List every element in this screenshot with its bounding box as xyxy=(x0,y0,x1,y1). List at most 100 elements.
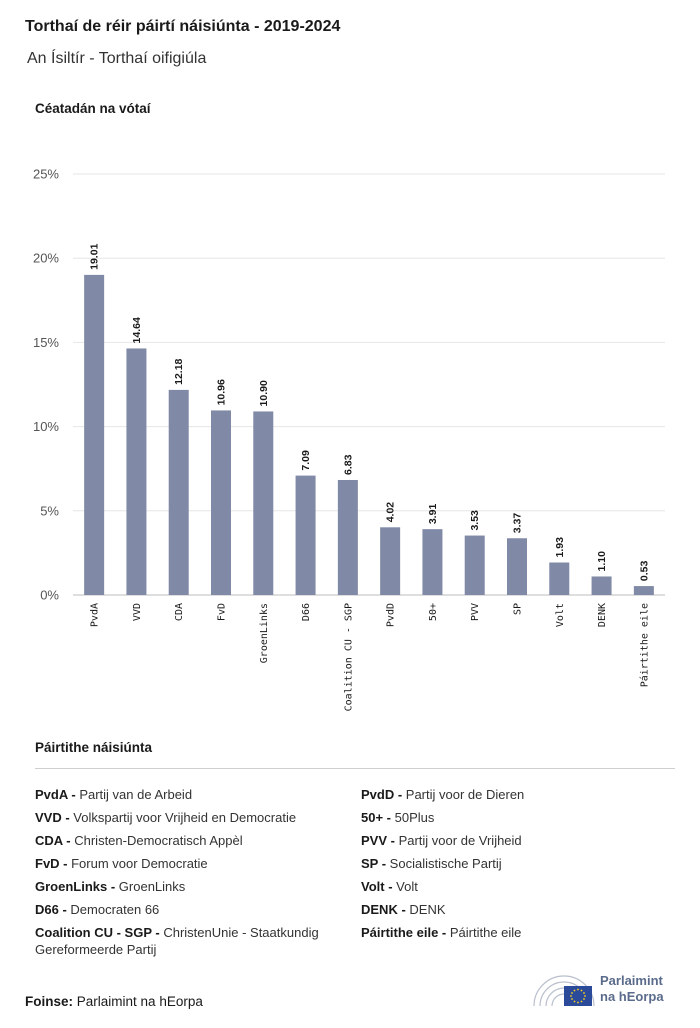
data-label: 3.37 xyxy=(512,513,524,534)
logo-line2: na hEorpa xyxy=(600,989,664,1004)
x-tick-label: SP xyxy=(513,603,524,615)
y-tick-label: 5% xyxy=(40,503,59,518)
data-label: 1.93 xyxy=(554,537,566,558)
legend-item: Volt - Volt xyxy=(361,878,681,895)
x-tick-label: FvD xyxy=(217,603,228,621)
data-label: 6.83 xyxy=(342,454,354,475)
hemicycle-icon xyxy=(533,975,595,1007)
bar xyxy=(422,529,443,595)
data-label: 10.96 xyxy=(216,379,228,405)
legend-abbr: Volt - xyxy=(361,879,393,894)
x-tick-label: D66 xyxy=(301,603,312,621)
legend-item: VVD - Volkspartij voor Vrijheid en Democ… xyxy=(35,809,355,826)
x-tick-label: Páirtithe eile xyxy=(638,603,650,687)
legend-abbr: DENK - xyxy=(361,902,406,917)
logo-text: Parlaimint na hEorpa xyxy=(600,973,664,1005)
legend-fullname: Partij van de Arbeid xyxy=(75,787,193,802)
legend-abbr: FvD - xyxy=(35,856,68,871)
legend-fullname: Christen-Democratisch Appèl xyxy=(70,833,243,848)
x-tick-label: PvdD xyxy=(386,603,397,627)
legend-fullname: ChristenUnie - Staatkundig Gereformeerde… xyxy=(35,925,319,957)
legend-item: CDA - Christen-Democratisch Appèl xyxy=(35,832,355,849)
legend-column-left: PvdA - Partij van de Arbeid VVD - Volkspa… xyxy=(35,786,355,964)
legend-fullname: Democraten 66 xyxy=(66,902,160,917)
data-label: 7.09 xyxy=(300,450,312,471)
x-tick-label: DENK xyxy=(597,603,608,627)
legend-abbr: Coalition CU - SGP - xyxy=(35,925,160,940)
legend-item: FvD - Forum voor Democratie xyxy=(35,855,355,872)
legend-divider xyxy=(35,768,675,769)
chart-subtitle: An Ísiltír - Torthaí oifigiúla xyxy=(27,50,207,67)
eu-flag-icon xyxy=(564,986,592,1006)
legend-item: PvdA - Partij van de Arbeid xyxy=(35,786,355,803)
legend-abbr: SP - xyxy=(361,856,387,871)
bar xyxy=(337,479,358,595)
legend-item: GroenLinks - GroenLinks xyxy=(35,878,355,895)
legend-abbr: GroenLinks - xyxy=(35,879,116,894)
data-label: 4.02 xyxy=(385,502,397,523)
source-label: Foinse: xyxy=(25,994,74,1009)
legend-item: PVV - Partij voor de Vrijheid xyxy=(361,832,681,849)
bar xyxy=(380,527,401,595)
data-label: 19.01 xyxy=(89,243,101,269)
source-text: Parlaimint na hEorpa xyxy=(76,994,203,1009)
x-tick-label: VVD xyxy=(132,603,143,621)
logo-line1: Parlaimint xyxy=(600,973,663,988)
y-tick-label: 15% xyxy=(33,335,59,350)
data-label: 1.10 xyxy=(596,551,608,572)
legend-item: SP - Socialistische Partij xyxy=(361,855,681,872)
bar xyxy=(295,475,316,595)
legend-item: Coalition CU - SGP - ChristenUnie - Staa… xyxy=(35,924,355,958)
legend-fullname: GroenLinks xyxy=(115,879,186,894)
legend-abbr: Páirtithe eile - xyxy=(361,925,447,940)
legend-column-right: PvdD - Partij voor de Dieren 50+ - 50Plus… xyxy=(361,786,681,947)
x-tick-label: Volt xyxy=(555,603,566,627)
legend-fullname: Socialistische Partij xyxy=(386,856,502,871)
x-tick-label: PvdA xyxy=(90,603,101,627)
bar xyxy=(211,410,231,595)
legend-fullname: 50Plus xyxy=(391,810,435,825)
legend-abbr: D66 - xyxy=(35,902,67,917)
data-label: 0.53 xyxy=(638,560,650,581)
legend-abbr: PvdA - xyxy=(35,787,76,802)
y-tick-label: 10% xyxy=(33,419,59,434)
data-label: 12.18 xyxy=(173,358,185,384)
legend-fullname: Páirtithe eile xyxy=(446,925,522,940)
data-label: 14.64 xyxy=(131,317,143,343)
legend-fullname: Volkspartij voor Vrijheid en Democratie xyxy=(69,810,297,825)
legend-fullname: Partij voor de Vrijheid xyxy=(394,833,522,848)
legend-item: D66 - Democraten 66 xyxy=(35,901,355,918)
source-note: Foinse: Parlaimint na hEorpa xyxy=(25,994,203,1009)
data-label: 10.90 xyxy=(258,380,270,406)
legend-abbr: PvdD - xyxy=(361,787,403,802)
legend-item: Páirtithe eile - Páirtithe eile xyxy=(361,924,681,941)
legend-title: Páirtithe náisiúnta xyxy=(35,740,153,755)
bar xyxy=(549,562,570,595)
x-tick-label: Coalition CU - SGP xyxy=(343,603,354,711)
legend-fullname: Forum voor Democratie xyxy=(67,856,208,871)
bar xyxy=(507,538,527,595)
legend-abbr: CDA - xyxy=(35,833,71,848)
data-label: 3.53 xyxy=(469,510,481,531)
data-label: 3.91 xyxy=(427,504,439,525)
y-tick-label: 20% xyxy=(33,251,59,266)
bar xyxy=(126,348,147,595)
x-tick-label: CDA xyxy=(174,603,185,621)
x-tick-label: 50+ xyxy=(428,603,439,621)
legend-fullname: DENK xyxy=(405,902,446,917)
bar xyxy=(84,274,105,595)
parliament-logo: Parlaimint na hEorpa xyxy=(530,968,680,1012)
legend-item: DENK - DENK xyxy=(361,901,681,918)
y-tick-label: 25% xyxy=(33,167,59,182)
legend-abbr: 50+ - xyxy=(361,810,391,825)
bar xyxy=(168,389,189,595)
bar xyxy=(253,411,274,595)
x-tick-label: PVV xyxy=(470,603,481,621)
legend-abbr: VVD - xyxy=(35,810,70,825)
chart-title: Torthaí de réir páirtí náisiúnta - 2019-… xyxy=(25,18,341,35)
legend-fullname: Volt xyxy=(392,879,418,894)
y-tick-label: 0% xyxy=(40,588,59,603)
y-axis-label: Céatadán na vótaí xyxy=(35,101,151,116)
bar xyxy=(464,535,485,595)
legend-item: 50+ - 50Plus xyxy=(361,809,681,826)
